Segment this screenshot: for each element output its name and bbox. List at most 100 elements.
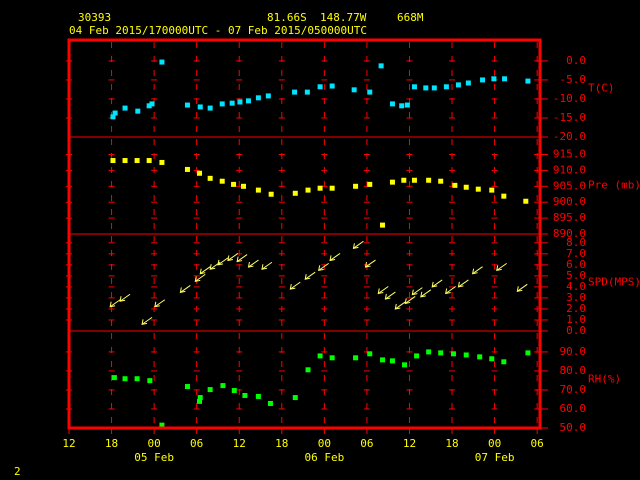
wind-arrow: [154, 299, 166, 308]
wind-arrow: [261, 261, 273, 270]
arrow-part: [394, 303, 401, 310]
data-point: [159, 422, 165, 428]
arrow-part: [411, 289, 418, 296]
arrow-part: [365, 259, 376, 268]
data-point: [452, 182, 458, 188]
data-point: [265, 93, 271, 99]
data-point: [380, 222, 386, 228]
data-point: [353, 355, 359, 361]
y-tick-label: 3.0: [566, 291, 586, 304]
data-point: [465, 80, 471, 86]
data-point: [197, 398, 203, 404]
arrow-part: [119, 296, 126, 302]
wind-arrow: [179, 285, 191, 294]
y-tick-label: 1.0: [566, 313, 586, 326]
arrow-part: [420, 289, 432, 298]
data-point: [411, 177, 417, 183]
data-point: [367, 351, 373, 357]
y-tick-label: -10.0: [553, 92, 586, 105]
arrow-part: [109, 299, 121, 308]
wind-arrow: [420, 289, 432, 298]
data-point: [353, 183, 359, 189]
arrow-part: [304, 271, 316, 280]
latitude: 81.66S: [267, 11, 307, 24]
y-tick-label: 50.0: [560, 421, 587, 434]
data-point: [197, 104, 203, 110]
data-point: [378, 63, 384, 69]
arrow-part: [458, 279, 469, 288]
data-point: [255, 393, 261, 399]
data-point: [292, 395, 298, 401]
data-point: [491, 76, 497, 82]
y-tick-label: 0.0: [566, 324, 586, 337]
data-point: [146, 103, 152, 109]
x-tick-label: 00: [147, 437, 160, 450]
data-point: [525, 350, 531, 356]
arrow-part: [457, 281, 464, 288]
station-id: 30393: [78, 11, 111, 24]
data-point: [438, 178, 444, 184]
data-point: [477, 354, 483, 360]
date-label: 05 Feb: [134, 451, 174, 464]
y-tick-label: -15.0: [553, 111, 586, 124]
y-tick-label: 910.0: [553, 163, 586, 176]
data-point: [197, 395, 203, 401]
data-point: [122, 376, 128, 382]
data-point: [207, 175, 213, 181]
arrow-part: [517, 283, 528, 292]
data-point: [219, 101, 225, 107]
x-tick-label: 00: [318, 437, 331, 450]
data-point: [426, 177, 432, 183]
data-point: [122, 105, 128, 111]
y-tick-label: 70.0: [560, 383, 587, 396]
y-tick-label: 0.0: [566, 54, 586, 67]
data-point: [401, 177, 407, 183]
data-point: [135, 108, 141, 114]
x-tick-label: 06: [360, 437, 373, 450]
data-point: [255, 95, 261, 101]
arrow-part: [141, 316, 153, 325]
wind-arrow: [217, 257, 229, 266]
data-point: [404, 102, 410, 108]
wind-arrow: [329, 253, 341, 262]
y-axis-label: SPD(MPS): [588, 276, 640, 289]
data-point: [317, 185, 323, 191]
date-label: 07 Feb: [475, 451, 515, 464]
wind-arrow: [227, 253, 239, 262]
data-point: [255, 187, 261, 193]
data-point: [237, 99, 243, 105]
wind-arrow: [404, 296, 416, 305]
data-point: [207, 387, 213, 393]
data-point: [380, 357, 386, 363]
arrow-part: [352, 243, 359, 249]
arrow-part: [141, 319, 148, 326]
data-point: [110, 114, 116, 120]
x-tick-label: 06: [531, 437, 544, 450]
data-point: [292, 89, 298, 95]
data-point: [463, 352, 469, 358]
arrow-part: [236, 256, 243, 263]
frame: [67, 38, 542, 430]
x-tick-label: 12: [233, 437, 246, 450]
x-tick-label: 06: [190, 437, 203, 450]
x-tick-label: 18: [275, 437, 288, 450]
data-point: [112, 110, 118, 116]
data-point: [305, 367, 311, 373]
wind-arrow: [141, 316, 153, 326]
wind-arrow: [194, 273, 206, 283]
data-point: [207, 105, 213, 111]
wind-arrow: [364, 259, 376, 268]
arrow-part: [412, 287, 423, 296]
data-point: [305, 187, 311, 193]
wind-arrow: [318, 262, 329, 272]
data-point: [268, 191, 274, 197]
arrow-part: [154, 301, 160, 308]
arrow-part: [227, 253, 239, 261]
data-point: [229, 100, 235, 106]
wind-arrow: [384, 291, 396, 300]
data-point: [184, 384, 190, 390]
data-point: [159, 59, 165, 65]
data-point: [414, 353, 420, 359]
data-point: [438, 350, 444, 356]
